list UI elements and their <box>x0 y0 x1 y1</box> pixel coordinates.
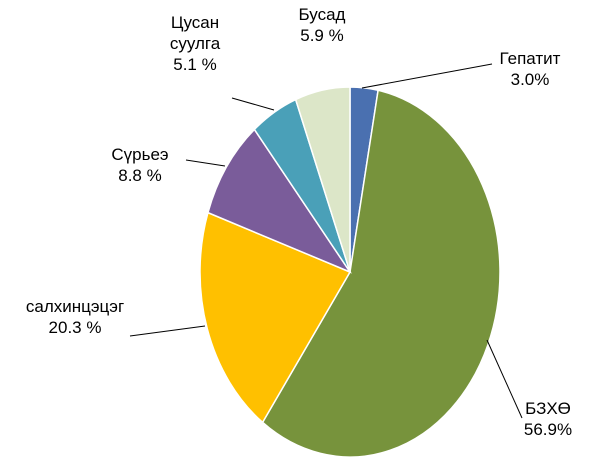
value-label: 5.9 % <box>300 26 344 45</box>
slice-label: Сүрьеэ 8.8 % <box>111 144 168 186</box>
pie-slice <box>207 128 353 274</box>
category-label: салхинцэцэг <box>25 297 125 316</box>
leader-line <box>361 63 493 89</box>
value-label: 5.1 % <box>173 55 217 74</box>
leader-line <box>129 325 206 337</box>
value-label: 3.0% <box>510 70 550 89</box>
category-label: Гепатит <box>499 49 561 68</box>
value-label: 8.8 % <box>118 166 162 185</box>
category-label: Бусад <box>298 5 346 24</box>
slice-label: БЗХӨ 56.9% <box>524 398 572 440</box>
slice-label: Гепатит 3.0% <box>500 48 561 90</box>
category-label: Цусан суулга <box>169 13 221 53</box>
slice-label: салхинцэцэг 20.3 % <box>26 296 124 338</box>
leader-line <box>231 97 275 111</box>
slice-label: Цусан суулга 5.1 % <box>163 12 227 75</box>
slice-label: Бусад 5.9 % <box>299 4 346 46</box>
value-label: 20.3 % <box>48 318 102 337</box>
category-label: Сүрьеэ <box>111 145 169 164</box>
value-label: 56.9% <box>523 420 573 439</box>
pie-slice <box>261 89 501 457</box>
leader-line <box>486 339 523 419</box>
category-label: БЗХӨ <box>525 399 571 418</box>
leader-line <box>185 159 226 167</box>
pie-slice <box>199 211 352 424</box>
pie-slice <box>294 86 351 273</box>
